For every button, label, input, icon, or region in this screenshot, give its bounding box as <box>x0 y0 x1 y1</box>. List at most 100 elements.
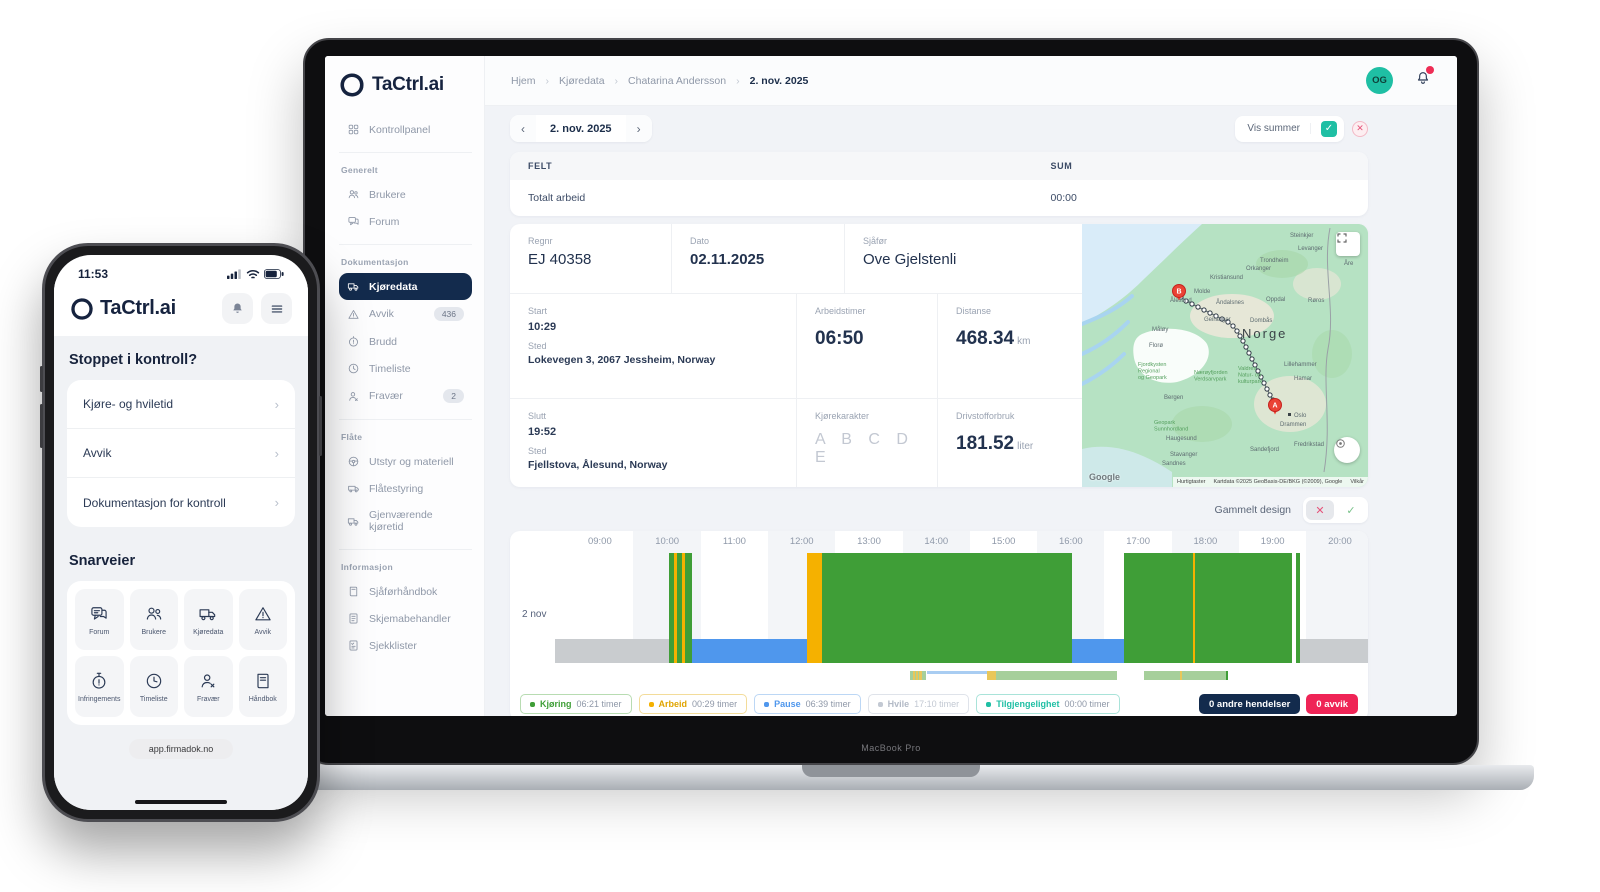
tactrl-logo-icon <box>340 73 364 97</box>
sjafor-value: Ove Gjelstenli <box>863 251 957 268</box>
green-segment <box>669 553 674 663</box>
laptop-notch <box>802 765 980 777</box>
route-map[interactable]: Steinkjer Levanger Trondheim Orkanger Åre Kri… <box>1082 224 1368 487</box>
map-marker-A[interactable]: A <box>1268 398 1282 415</box>
vis-summer-checkbox[interactable]: ✓ <box>1321 120 1337 137</box>
route-dot <box>1246 350 1252 356</box>
sidebar-item-avvik[interactable]: Avvik 436 <box>339 300 472 328</box>
shortcut-infringements[interactable]: Infringements <box>75 656 124 717</box>
menu-item-dokumentasjon[interactable]: Dokumentasjon for kontroll › <box>67 478 295 527</box>
chevron-right-icon: › <box>274 445 279 461</box>
prev-day-button[interactable]: ‹ <box>510 115 536 142</box>
map-shortcuts-link[interactable]: Hurtigtaster <box>1177 479 1206 485</box>
breadcrumb-hjem[interactable]: Hjem <box>511 75 549 87</box>
route-dot <box>1213 313 1219 319</box>
phone-url-pill[interactable]: app.firmadok.no <box>128 739 234 759</box>
map-marker-B[interactable]: B <box>1172 284 1186 301</box>
sidebar-item-label: Forum <box>369 215 400 228</box>
sidebar-item-label: Utstyr og materiell <box>369 455 454 468</box>
old-design-on-button[interactable]: ✓ <box>1346 504 1356 517</box>
laptop-base <box>248 765 1534 790</box>
tactrl-logo-icon <box>71 297 93 320</box>
breadcrumb-kjoredata[interactable]: Kjøredata <box>559 75 618 87</box>
sidebar-item-kjoredata[interactable]: Kjøredata <box>339 273 472 300</box>
shortcut-fravaer[interactable]: Fravær <box>184 656 233 717</box>
phone-menu-button[interactable] <box>261 293 292 324</box>
map-terms-link[interactable]: Vilkår <box>1350 479 1364 485</box>
map-label: Nærøyfjorden Verdsarvpark <box>1194 370 1228 383</box>
menu-item-avvik[interactable]: Avvik › <box>67 429 295 478</box>
sidebar-item-timeliste[interactable]: Timeliste <box>339 355 472 382</box>
map-label: Haugesund <box>1166 436 1197 442</box>
table-row: Totalt arbeid 00:00 <box>510 180 1368 216</box>
sidebar-item-forum[interactable]: Forum <box>339 208 472 235</box>
map-fullscreen-button[interactable] <box>1336 232 1360 256</box>
next-day-button[interactable]: › <box>625 115 652 142</box>
lightyellow-segment <box>1179 671 1182 680</box>
main-area: Hjem Kjøredata Chatarina Andersson 2. no… <box>485 56 1457 716</box>
warning-triangle-icon <box>255 606 271 620</box>
route-dot <box>1240 338 1246 344</box>
phone-notifications-button[interactable] <box>222 293 253 324</box>
shortcut-timeliste[interactable]: Timeliste <box>129 656 178 717</box>
map-label: Sandnes <box>1162 461 1186 467</box>
phone-section-title: Stoppet i kontroll? <box>69 352 198 368</box>
legend-kjoring[interactable]: Kjøring 06:21 timer <box>520 694 632 714</box>
home-indicator <box>135 800 227 804</box>
old-design-off-button[interactable]: ✕ <box>1306 500 1334 520</box>
map-label: Valdres Natur- og kulturpark <box>1238 366 1262 385</box>
shortcut-kjoredata[interactable]: Kjøredata <box>184 589 233 650</box>
sidebar-item-brudd[interactable]: Brudd <box>339 328 472 355</box>
kjorekarakter-value: A B C D E <box>815 431 914 466</box>
route-dot <box>1189 301 1195 307</box>
slutt-label: Slutt <box>528 411 547 421</box>
shortcut-handbok[interactable]: Håndbok <box>238 656 287 717</box>
shortcut-avvik[interactable]: Avvik <box>238 589 287 650</box>
timeline-card: 09:00 10:00 11:00 12:00 13:00 14:00 15:00 16:00… <box>510 531 1368 716</box>
sidebar-item-utstyr[interactable]: Utstyr og materiell <box>339 448 472 475</box>
map-label: Hamar <box>1294 376 1312 382</box>
sidebar-item-sjaforhandbok[interactable]: Sjåførhåndbok <box>339 578 472 605</box>
map-label: Fjordkysten Regional og Geopark <box>1138 362 1167 381</box>
shortcut-brukere[interactable]: Brukere <box>129 589 178 650</box>
notifications-button[interactable] <box>1415 66 1434 91</box>
dato-label: Dato <box>690 236 710 246</box>
sidebar-item-fravaer[interactable]: Fravær 2 <box>339 382 472 410</box>
sidebar-item-gjenvaerende[interactable]: Gjenværende kjøretid <box>339 502 472 540</box>
overview-band <box>555 671 1368 680</box>
blue-segment <box>1071 639 1124 663</box>
legend-hvile[interactable]: Hvile 17:10 timer <box>867 694 970 714</box>
route-dot <box>1243 344 1249 350</box>
phone-app-logo-text: TaCtrl.ai <box>100 297 176 319</box>
section-title: Generelt <box>341 165 378 175</box>
sidebar-item-flatestyring[interactable]: Flåtestyring <box>339 475 472 502</box>
legend-arbeid[interactable]: Arbeid 00:29 timer <box>638 694 748 714</box>
map-label: Kristiansund <box>1210 275 1243 281</box>
shortcut-forum[interactable]: Forum <box>75 589 124 650</box>
map-label: Ålesund <box>1170 297 1192 304</box>
sidebar-item-brukere[interactable]: Brukere <box>339 181 472 208</box>
app-logo[interactable]: TaCtrl.ai <box>339 72 472 98</box>
green-segment <box>677 553 682 663</box>
menu-item-kjore-hviletid[interactable]: Kjøre- og hviletid › <box>67 380 295 429</box>
sidebar-item-label: Flåtestyring <box>369 482 424 495</box>
yellow-segment <box>1193 553 1196 663</box>
breadcrumb-driver[interactable]: Chatarina Andersson <box>628 75 740 87</box>
current-date-label: 2. nov. 2025 <box>536 115 626 142</box>
map-canvas: Steinkjer Levanger Trondheim Orkanger Åre Kri… <box>1082 224 1368 487</box>
sidebar-item-skjemabehandler[interactable]: Skjemabehandler <box>339 605 472 632</box>
sidebar-item-label: Kjøredata <box>369 280 418 293</box>
map-recenter-button[interactable] <box>1334 437 1360 463</box>
legend-pause[interactable]: Pause 06:39 timer <box>754 694 861 714</box>
legend-tilgjengelighet[interactable]: Tilgjengelighet 00:00 timer <box>976 694 1120 714</box>
map-label: Måløy <box>1152 326 1168 333</box>
topbar: Hjem Kjøredata Chatarina Andersson 2. no… <box>485 56 1457 106</box>
user-avatar[interactable]: OG <box>1366 67 1393 94</box>
green-segment <box>685 553 692 663</box>
timeline-row[interactable] <box>555 553 1368 663</box>
time-tick: 17:00 <box>1126 536 1150 547</box>
sidebar-item-sjekklister[interactable]: Sjekklister <box>339 632 472 659</box>
sidebar-item-kontrollpanel[interactable]: Kontrollpanel <box>339 116 472 143</box>
dismiss-button[interactable]: ✕ <box>1352 120 1368 137</box>
lightgreen-segment <box>995 671 1117 680</box>
